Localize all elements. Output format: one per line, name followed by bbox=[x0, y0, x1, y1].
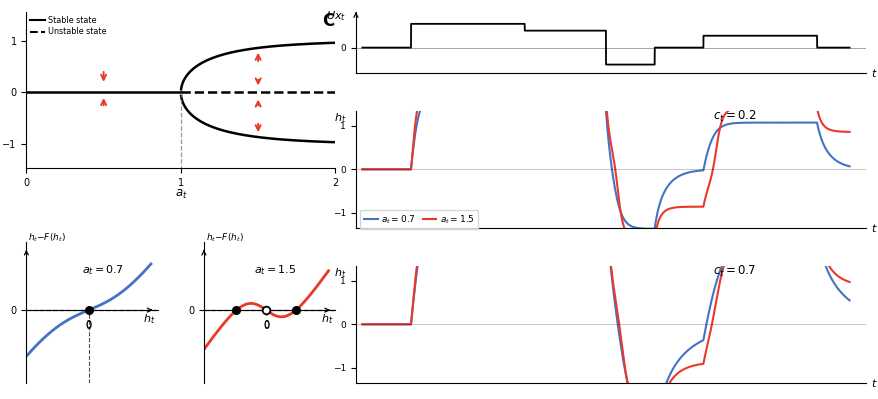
Text: $c_t{=}0.2$: $c_t{=}0.2$ bbox=[712, 109, 755, 124]
Text: $t$: $t$ bbox=[870, 377, 876, 389]
Text: 0: 0 bbox=[263, 321, 269, 331]
Legend: $a_t{=}0.7$, $a_t{=}1.5$: $a_t{=}0.7$, $a_t{=}1.5$ bbox=[360, 210, 478, 229]
Text: $h_t$: $h_t$ bbox=[320, 312, 333, 326]
Text: $t$: $t$ bbox=[870, 67, 876, 79]
Text: $h_t$: $h_t$ bbox=[334, 267, 346, 280]
Text: $h_t$: $h_t$ bbox=[143, 312, 155, 326]
Text: $t$: $t$ bbox=[870, 222, 876, 234]
Text: C: C bbox=[322, 12, 335, 30]
Text: $a_t{=}1.5$: $a_t{=}1.5$ bbox=[254, 263, 296, 277]
Text: $a_t{=}0.7$: $a_t{=}0.7$ bbox=[82, 263, 123, 277]
Legend: Stable state, Unstable state: Stable state, Unstable state bbox=[31, 16, 106, 36]
Text: $h_t{-}F(h_t)$: $h_t{-}F(h_t)$ bbox=[205, 232, 243, 245]
Text: $h_t{-}F(h_t)$: $h_t{-}F(h_t)$ bbox=[28, 232, 66, 245]
Text: $h_t$: $h_t$ bbox=[334, 111, 346, 125]
X-axis label: $a_t$: $a_t$ bbox=[175, 188, 187, 201]
Text: 0: 0 bbox=[85, 321, 91, 331]
Text: $Ux_t$: $Ux_t$ bbox=[326, 9, 346, 23]
Text: $c_t{=}0.7$: $c_t{=}0.7$ bbox=[712, 264, 755, 279]
